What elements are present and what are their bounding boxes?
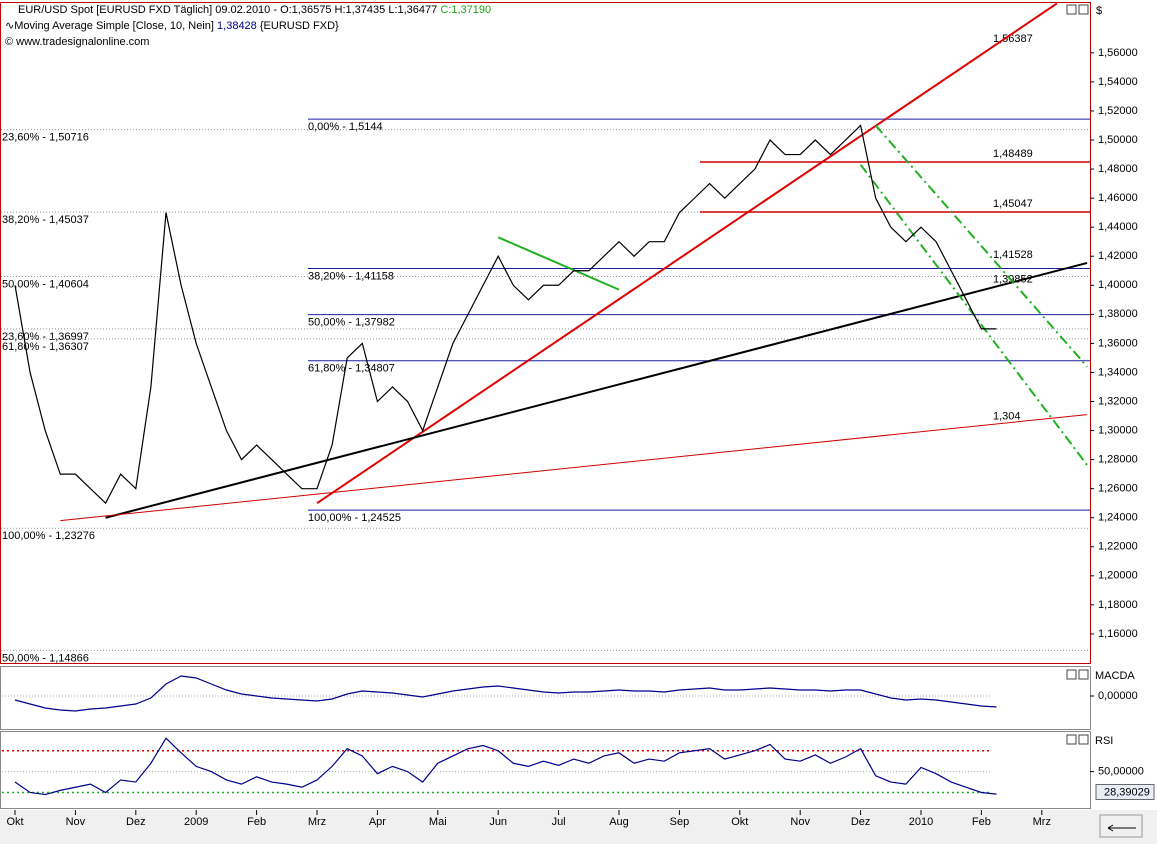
y-tick-label: 1,18000	[1098, 599, 1138, 611]
fib-label: 100,00% - 1,23276	[2, 530, 95, 542]
y-tick-label: 1,24000	[1098, 512, 1138, 524]
trend-line	[105, 261, 1088, 519]
y-tick-label: 1,46000	[1098, 192, 1138, 204]
fib-label: 50,00% - 1,14866	[2, 652, 89, 664]
trend-line	[316, 2, 1058, 505]
panel-title: RSI	[1095, 735, 1113, 747]
x-tick-label: Sep	[670, 816, 690, 828]
panel-buttons[interactable]	[1066, 4, 1089, 745]
minimize-button[interactable]	[1066, 734, 1077, 745]
header-text: EUR/USD Spot [EURUSD FXD Täglich] 09.02.…	[18, 4, 437, 16]
fib-label: 61,80% - 1,34807	[308, 363, 395, 375]
y-tick-label: 1,40000	[1098, 279, 1138, 291]
header-ma-value: 1,38428	[217, 20, 257, 32]
y-tick-label: 1,22000	[1098, 541, 1138, 553]
y-tick-label: 1,30000	[1098, 424, 1138, 436]
header-text: Moving Average Simple [Close, 10, Nein]	[14, 20, 214, 32]
fib-label: 0,00% - 1,5144	[308, 121, 383, 133]
fib-label: 100,00% - 1,24525	[308, 512, 401, 524]
x-tick-label: Dez	[126, 816, 146, 828]
x-tick-label: Okt	[731, 816, 748, 828]
level-label: 1,48489	[993, 148, 1033, 160]
trend-line	[60, 414, 1088, 522]
x-tick-label: 2010	[909, 816, 933, 828]
fib-label: 61,80% - 1,36307	[2, 341, 89, 353]
x-tick-label: Nov	[66, 816, 86, 828]
close-button[interactable]	[1078, 669, 1089, 680]
header-text: {EURUSD FXD}	[260, 20, 339, 32]
level-label: 1,41528	[993, 249, 1033, 261]
x-tick-label: Apr	[369, 816, 386, 828]
minimize-button[interactable]	[1066, 4, 1077, 15]
y-tick-label: 0,00000	[1098, 690, 1138, 702]
x-tick-label: Mai	[429, 816, 447, 828]
main-panel-border	[0, 2, 1091, 664]
x-tick-label: Dez	[851, 816, 871, 828]
x-tick-label: Feb	[247, 816, 266, 828]
y-tick-label: 1,50000	[1098, 134, 1138, 146]
y-tick-label: 50,00000	[1098, 766, 1144, 778]
price-line	[14, 737, 997, 796]
y-tick-label: 1,16000	[1098, 628, 1138, 640]
level-label: 1,39852	[993, 273, 1033, 285]
macd-panel-border	[0, 666, 1091, 730]
price-line	[14, 124, 997, 505]
y-tick-label: 1,56000	[1098, 47, 1138, 59]
trend-line	[874, 124, 1088, 368]
y-tick-label: 1,26000	[1098, 483, 1138, 495]
x-tick-label: Mrz	[308, 816, 326, 828]
x-tick-label: Jul	[552, 816, 566, 828]
y-tick-label: 1,48000	[1098, 163, 1138, 175]
scroll-button[interactable]	[1099, 814, 1143, 838]
header-line: EUR/USD Spot [EURUSD FXD Täglich] 09.02.…	[18, 4, 491, 16]
y-tick-label: 1,54000	[1098, 76, 1138, 88]
x-tick-label: Jun	[489, 816, 507, 828]
y-tick-label: 1,38000	[1098, 308, 1138, 320]
x-tick-label: Nov	[790, 816, 810, 828]
trend-line	[497, 236, 620, 291]
level-label: 1,304	[993, 411, 1021, 423]
header-close: C:1,37190	[440, 4, 491, 16]
minimize-button[interactable]	[1066, 669, 1077, 680]
x-tick-label: Okt	[6, 816, 23, 828]
fib-label: 23,60% - 1,50716	[2, 132, 89, 144]
fib-label: 50,00% - 1,40604	[2, 278, 89, 290]
current-value-box	[1095, 783, 1155, 800]
header-line: ∿Moving Average Simple [Close, 10, Nein]…	[5, 20, 339, 32]
y-tick-label: 1,28000	[1098, 454, 1138, 466]
scroll-arrow	[1107, 824, 1136, 832]
level-label: 1,56387	[993, 33, 1033, 45]
y-tick-label: 1,36000	[1098, 337, 1138, 349]
fib-label: 38,20% - 1,41158	[308, 270, 394, 282]
panel-title: MACDA	[1095, 670, 1135, 682]
rsi-panel-border	[0, 731, 1091, 809]
y-tick-label: 1,32000	[1098, 395, 1138, 407]
y-tick-label: 1,20000	[1098, 570, 1138, 582]
y-tick-label: 1,52000	[1098, 105, 1138, 117]
y-tick-label: 1,44000	[1098, 221, 1138, 233]
x-tick-label: 2009	[184, 816, 208, 828]
x-tick-label: Aug	[609, 816, 629, 828]
y-tick-label: 1,42000	[1098, 250, 1138, 262]
axis-unit: $	[1096, 5, 1102, 17]
close-button[interactable]	[1078, 734, 1089, 745]
fib-label: 38,20% - 1,45037	[2, 214, 89, 226]
current-value: 28,39029	[1104, 786, 1150, 798]
x-tick-label: Feb	[972, 816, 991, 828]
y-tick-label: 1,34000	[1098, 366, 1138, 378]
level-label: 1,45047	[993, 198, 1033, 210]
price-line	[14, 675, 997, 712]
fib-label: 50,00% - 1,37982	[308, 317, 395, 329]
time-axis-bar	[0, 810, 1157, 844]
x-tick-label: Mrz	[1033, 816, 1051, 828]
header-copyright: © www.tradesignalonline.com	[5, 36, 149, 48]
close-button[interactable]	[1078, 4, 1089, 15]
